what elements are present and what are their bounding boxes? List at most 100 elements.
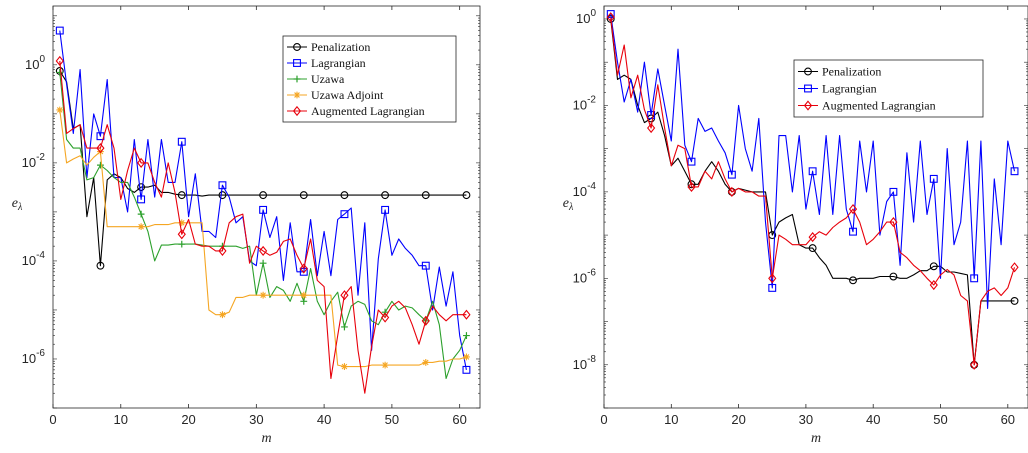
chart-left: 0 10 20 30 40 50 60 100 10-2 10-4 10-6 m eλ Penalizat… <box>12 5 481 446</box>
series-lagrangian-marker <box>849 227 857 236</box>
series-penalization-marker <box>929 262 938 271</box>
y-tick-label: 10-4 <box>573 181 597 199</box>
series-augmented-lagrangian-marker <box>889 217 898 228</box>
series-lagrangian-marker <box>421 261 430 270</box>
series-uzawa-adjoint-marker <box>219 311 226 319</box>
series-uzawa-marker <box>259 259 267 267</box>
legend-penalization-marker <box>293 43 301 51</box>
legend-augmented-lagrangian-label: Augmented Lagrangian <box>822 99 936 113</box>
series-lagrangian-marker <box>218 181 227 190</box>
series-penalization-marker <box>1010 296 1019 305</box>
series-lagrangian-marker <box>462 365 471 374</box>
series-lagrangian-marker <box>177 137 186 146</box>
legend-uzawa-marker <box>293 75 301 83</box>
series-uzawa-adjoint-marker <box>56 106 64 114</box>
series-augmented-lagrangian-marker <box>55 55 64 67</box>
legend-uzawa-adjoint-label: Uzawa Adjoint <box>311 88 384 102</box>
legend-augmented-lagrangian-label: Augmented Lagrangian <box>311 104 425 118</box>
x-tick-label: 40 <box>866 412 880 427</box>
legend-augmented-lagrangian-marker <box>803 100 813 111</box>
series-uzawa-marker <box>178 240 186 248</box>
legend-penalization-marker <box>804 67 812 76</box>
series-penalization-line <box>610 18 1015 366</box>
series-uzawa-marker <box>97 161 104 169</box>
series-penalization-marker <box>340 191 349 200</box>
series-penalization-marker <box>462 191 471 200</box>
series-augmented-lagrangian-marker <box>340 290 349 301</box>
series-lagrangian-marker <box>137 195 146 204</box>
y-tick-label: 100 <box>25 54 45 72</box>
series-group <box>55 26 471 394</box>
x-tick-label: 60 <box>452 412 466 427</box>
series-augmented-lagrangian-marker <box>137 157 146 168</box>
series-uzawa-marker <box>341 323 348 331</box>
y-tick-label: 100 <box>576 8 596 26</box>
axes-box <box>603 5 1028 409</box>
x-tick-label: 60 <box>1001 412 1015 427</box>
series-augmented-lagrangian-marker <box>848 203 858 215</box>
series-lagrangian-marker <box>808 167 817 176</box>
legend-lagrangian-marker <box>804 84 812 93</box>
series-augmented-lagrangian-marker <box>647 122 656 134</box>
series-penalization-marker <box>381 191 390 200</box>
x-tick-label: 30 <box>249 412 263 427</box>
series-lagrangian-marker <box>929 174 938 183</box>
legend-lagrangian-label: Lagrangian <box>311 56 366 70</box>
series-penalization-line <box>59 70 467 267</box>
series-lagrangian-marker <box>381 205 390 214</box>
y-tick-label: 10-8 <box>573 354 597 372</box>
series-penalization-marker <box>137 183 146 192</box>
series-augmented-lagrangian-marker <box>687 181 696 193</box>
series-lagrangian-marker <box>727 170 736 179</box>
legend-penalization-label: Penalization <box>311 40 370 54</box>
legend-uzawa-label: Uzawa <box>311 72 345 86</box>
series-lagrangian-line <box>610 13 1016 310</box>
series-augmented-lagrangian-marker <box>768 273 777 284</box>
series-augmented-lagrangian-marker <box>462 309 471 320</box>
chart-right: 0 10 20 30 40 50 60 100 10-2 10-4 10-6 10-8 m eλ Penal… <box>563 5 1028 446</box>
x-tick-label: 40 <box>317 412 331 427</box>
series-uzawa-adjoint-marker <box>137 223 145 231</box>
x-tick-label: 20 <box>181 412 195 427</box>
series-augmented-lagrangian-marker <box>1010 262 1019 273</box>
series-penalization-marker <box>177 191 186 200</box>
series-penalization-marker <box>421 191 430 200</box>
series-lagrangian-marker <box>889 187 898 196</box>
series-penalization-marker <box>849 276 857 285</box>
y-tick-label: 10-2 <box>22 152 46 170</box>
series-uzawa-adjoint-marker <box>178 219 186 227</box>
legend-augmented-lagrangian-marker <box>292 105 302 117</box>
series-penalization-marker <box>687 180 696 189</box>
series-penalization-marker <box>889 272 898 281</box>
legend: Penalization Lagrangian Uzawa Uzawa Adjoint… <box>282 35 457 123</box>
series-augmented-lagrangian-marker <box>727 186 736 197</box>
series-uzawa-adjoint-marker <box>422 359 430 366</box>
series-uzawa-adjoint-marker <box>381 361 389 369</box>
series-augmented-lagrangian-marker <box>970 359 979 370</box>
series-lagrangian-marker <box>687 157 696 166</box>
x-tick-label: 10 <box>114 412 128 427</box>
x-tick-label: 50 <box>933 412 947 427</box>
x-tick-label: 50 <box>385 412 399 427</box>
series-uzawa-marker <box>137 210 145 218</box>
series-uzawa-adjoint-marker <box>300 291 308 299</box>
x-tick-label: 30 <box>799 412 813 427</box>
series-augmented-lagrangian-marker <box>299 263 308 274</box>
legend: Penalization Lagrangian Augmented Lagrangi… <box>793 59 984 118</box>
series-lagrangian-marker <box>1010 167 1019 176</box>
series-augmented-lagrangian-marker <box>421 315 430 326</box>
y-axis-label: eλ <box>12 196 23 213</box>
legend-penalization-label: Penalization <box>822 65 881 79</box>
legend-uzawa-adjoint-marker <box>293 91 301 99</box>
axes-box <box>52 5 481 409</box>
series-uzawa-marker <box>463 332 470 339</box>
series-penalization-marker <box>299 191 308 200</box>
x-axis-label: m <box>811 431 821 446</box>
legend-box <box>793 59 984 118</box>
series-lagrangian-line <box>59 30 467 371</box>
series-lagrangian-marker <box>647 111 656 119</box>
series-lagrangian-marker <box>768 283 777 292</box>
series-lagrangian-marker <box>970 274 979 283</box>
series-uzawa-marker <box>381 308 389 316</box>
